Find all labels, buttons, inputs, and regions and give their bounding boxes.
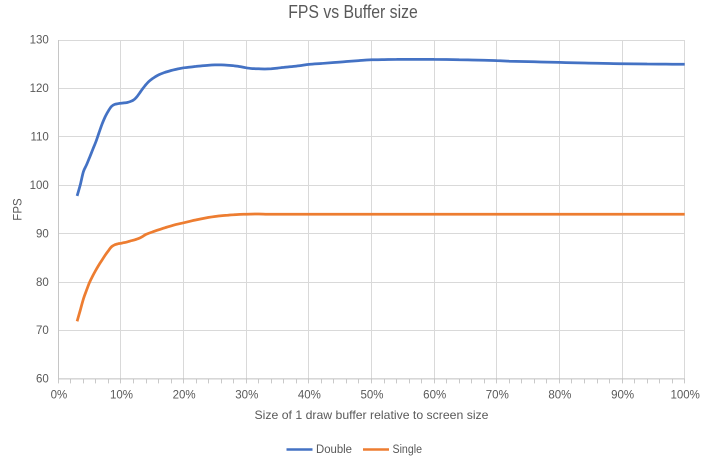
svg-text:80: 80: [36, 277, 49, 289]
svg-text:20%: 20%: [173, 389, 196, 401]
svg-text:30%: 30%: [235, 389, 258, 401]
svg-text:70: 70: [36, 325, 49, 337]
svg-text:100%: 100%: [670, 389, 699, 401]
svg-text:120: 120: [30, 83, 49, 95]
svg-text:50%: 50%: [360, 389, 383, 401]
svg-text:0%: 0%: [51, 389, 68, 401]
svg-text:40%: 40%: [298, 389, 321, 401]
svg-text:FPS: FPS: [13, 198, 25, 221]
svg-text:Single: Single: [393, 444, 423, 456]
svg-text:Double: Double: [316, 444, 352, 456]
svg-text:10%: 10%: [110, 389, 133, 401]
svg-text:FPS vs Buffer size: FPS vs Buffer size: [288, 1, 418, 22]
svg-text:70%: 70%: [486, 389, 509, 401]
svg-text:90: 90: [36, 228, 49, 240]
svg-text:90%: 90%: [611, 389, 634, 401]
svg-text:60: 60: [36, 374, 49, 386]
svg-text:100: 100: [30, 180, 49, 192]
svg-text:Size of 1 draw buffer relative: Size of 1 draw buffer relative to screen…: [255, 408, 489, 422]
svg-text:80%: 80%: [548, 389, 571, 401]
svg-text:110: 110: [30, 132, 48, 144]
svg-text:130: 130: [30, 35, 49, 47]
svg-text:60%: 60%: [423, 389, 446, 401]
